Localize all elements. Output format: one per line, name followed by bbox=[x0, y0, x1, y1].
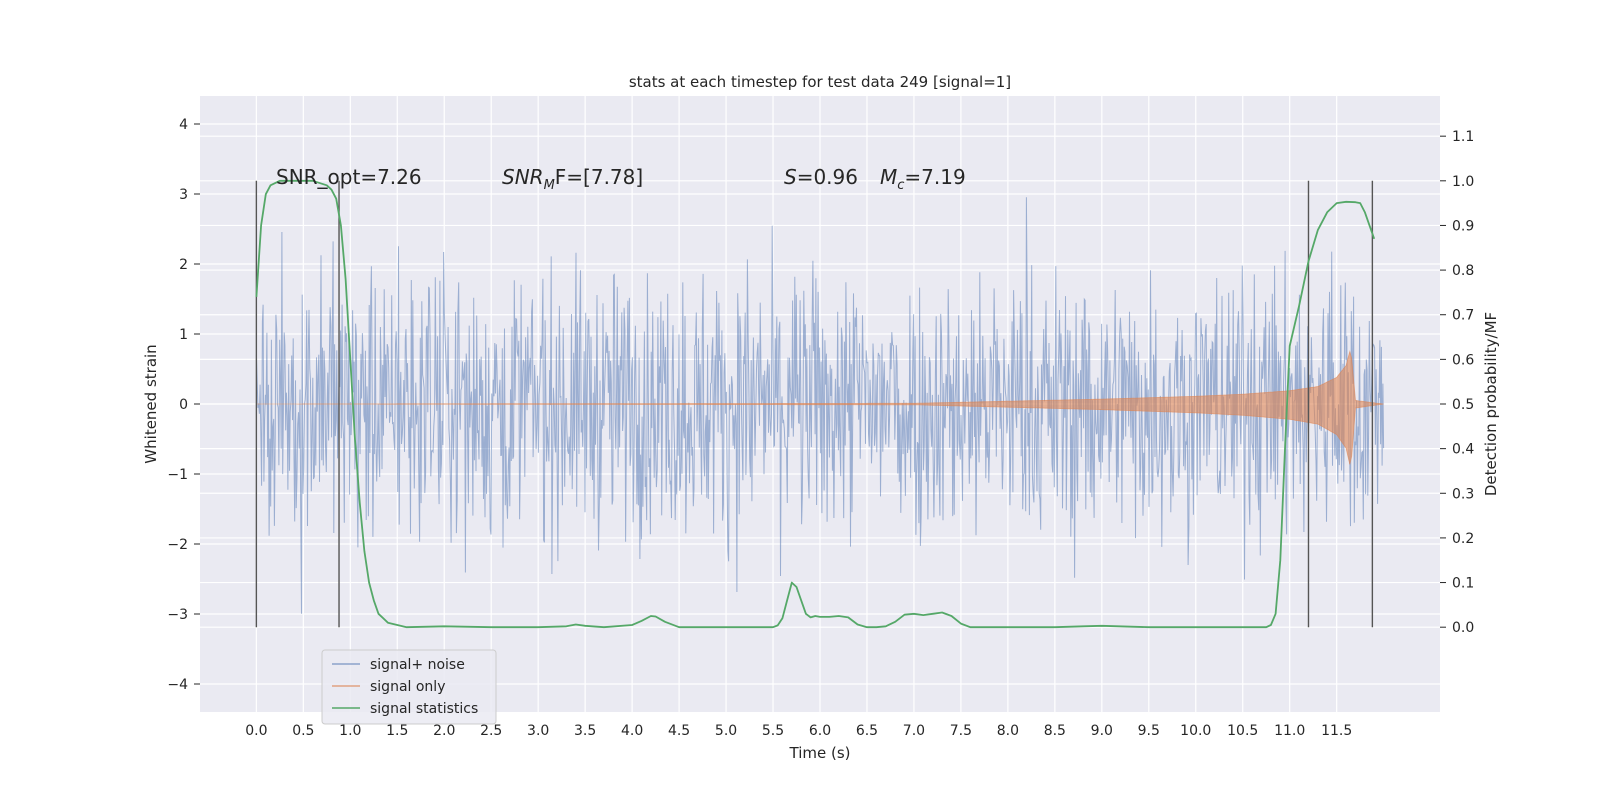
y-axis-label: Whitened strain bbox=[142, 344, 160, 463]
x-tick-label: 8.0 bbox=[997, 723, 1019, 739]
snr-mf-sub: M bbox=[544, 178, 555, 193]
annotation-mc: Mc=7.19 bbox=[880, 165, 966, 193]
y2-tick-label: 0.4 bbox=[1452, 442, 1474, 458]
annotation-snr-opt: SNR_opt=7.26 bbox=[276, 165, 422, 189]
x-tick-label: 1.0 bbox=[339, 723, 361, 739]
stats-line bbox=[255, 179, 1376, 629]
legend-box bbox=[321, 649, 497, 725]
s-symbol: S bbox=[784, 165, 797, 189]
y2-tick-label: 0.8 bbox=[1452, 263, 1474, 279]
y2-tick-label: 0.1 bbox=[1452, 576, 1474, 592]
x-tick-label: 6.5 bbox=[856, 723, 878, 739]
x-tick-label: 1.5 bbox=[386, 723, 408, 739]
noise-line bbox=[255, 197, 1385, 614]
y-tick-label: −2 bbox=[167, 537, 188, 553]
vertical-markers bbox=[255, 180, 1374, 628]
annotation-s: S=0.96 bbox=[784, 165, 858, 189]
snr-mf-rest: F=[7.78] bbox=[555, 165, 643, 189]
x-tick-label: 0.0 bbox=[245, 723, 267, 739]
x-tick-label: 8.5 bbox=[1044, 723, 1066, 739]
y2-tick-label: 0.5 bbox=[1452, 397, 1474, 413]
y-tick-label: 2 bbox=[179, 257, 188, 273]
annotation-snr-mf: SNRMF=[7.78] bbox=[502, 165, 643, 193]
y2-tick-label: 1.0 bbox=[1452, 174, 1474, 190]
x-tick-label: 4.5 bbox=[668, 723, 690, 739]
y2-axis-label: Detection probability/MF bbox=[1482, 312, 1500, 496]
legend-label-noise: signal+ noise bbox=[370, 657, 465, 673]
mc-symbol: M bbox=[880, 165, 897, 189]
x-tick-label: 10.0 bbox=[1180, 723, 1211, 739]
x-tick-label: 2.0 bbox=[433, 723, 455, 739]
y2-tick-label: 0.0 bbox=[1452, 620, 1474, 636]
x-tick-label: 3.0 bbox=[527, 723, 549, 739]
x-tick-label: 2.5 bbox=[480, 723, 502, 739]
x-axis-label: Time (s) bbox=[789, 744, 851, 762]
y2-tick-label: 1.1 bbox=[1452, 129, 1474, 145]
y2-tick-label: 0.9 bbox=[1452, 218, 1474, 234]
legend: signal+ noise signal only signal statist… bbox=[321, 649, 497, 725]
legend-label-signal: signal only bbox=[370, 679, 445, 695]
signal-series bbox=[256, 349, 1384, 465]
noise-series bbox=[255, 197, 1385, 614]
y2-tick-label: 0.3 bbox=[1452, 486, 1474, 502]
y2-tick-label: 0.6 bbox=[1452, 352, 1474, 368]
y-tick-label: −1 bbox=[167, 467, 188, 483]
x-tick-label: 7.0 bbox=[903, 723, 925, 739]
y-axis-left: 4 3 2 1 0 −1 −2 −3 −4 bbox=[167, 117, 200, 693]
x-tick-label: 5.0 bbox=[715, 723, 737, 739]
y2-tick-label: 0.7 bbox=[1452, 308, 1474, 324]
y-tick-label: 3 bbox=[179, 187, 188, 203]
signal-band bbox=[256, 349, 1384, 465]
mc-sub: c bbox=[897, 178, 904, 193]
x-tick-label: 11.5 bbox=[1321, 723, 1352, 739]
y-tick-label: 1 bbox=[179, 327, 188, 343]
y-axis-right: 1.1 1.0 0.9 0.8 0.7 0.6 0.5 0.4 0.3 0.2 0.1 0.0 bbox=[1440, 129, 1474, 636]
x-tick-label: 5.5 bbox=[762, 723, 784, 739]
x-tick-label: 6.0 bbox=[809, 723, 831, 739]
mc-value: =7.19 bbox=[904, 165, 965, 189]
stats-series bbox=[255, 179, 1376, 629]
s-value: =0.96 bbox=[797, 165, 858, 189]
x-tick-label: 4.0 bbox=[621, 723, 643, 739]
x-tick-label: 7.5 bbox=[950, 723, 972, 739]
y-tick-label: −4 bbox=[167, 677, 188, 693]
chart-title: stats at each timestep for test data 249… bbox=[629, 73, 1011, 91]
x-tick-label: 9.0 bbox=[1091, 723, 1113, 739]
y-tick-label: −3 bbox=[167, 607, 188, 623]
x-tick-label: 0.5 bbox=[292, 723, 314, 739]
x-tick-label: 10.5 bbox=[1227, 723, 1258, 739]
snr-mf-main: SNR bbox=[502, 165, 544, 189]
x-tick-label: 11.0 bbox=[1274, 723, 1305, 739]
y2-tick-label: 0.2 bbox=[1452, 531, 1474, 547]
x-tick-label: 3.5 bbox=[574, 723, 596, 739]
x-axis: 0.0 0.5 1.0 1.5 2.0 2.5 3.0 3.5 4.0 4.5 5.0 5.5 6.0 6… bbox=[245, 723, 1352, 739]
y-tick-label: 0 bbox=[179, 397, 188, 413]
y-tick-label: 4 bbox=[179, 117, 188, 133]
legend-label-stats: signal statistics bbox=[370, 701, 478, 717]
x-tick-label: 9.5 bbox=[1138, 723, 1160, 739]
